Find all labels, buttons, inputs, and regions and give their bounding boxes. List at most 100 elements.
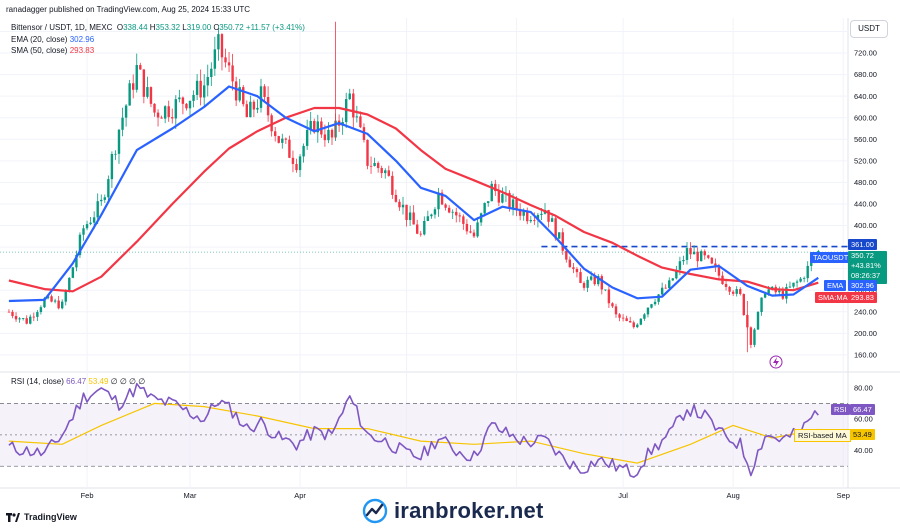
- candle-body: [724, 284, 728, 287]
- candle-body: [380, 168, 383, 174]
- candle-body: [579, 272, 582, 284]
- candle-body: [89, 222, 92, 225]
- price-tick-label: 480.00: [854, 178, 877, 187]
- open-label: O: [116, 23, 124, 32]
- candle-body: [756, 311, 760, 330]
- candle-body: [533, 219, 536, 221]
- candle-body: [376, 162, 380, 169]
- tradingview-logo[interactable]: TradingView: [6, 512, 77, 522]
- candle-body: [469, 231, 472, 233]
- candle-body: [249, 101, 252, 118]
- rsi-tick-label: 40.00: [854, 446, 873, 455]
- low-value: 319.00: [186, 23, 212, 32]
- close-value: 350.72: [219, 23, 244, 32]
- candle-body: [57, 300, 60, 309]
- candle-body: [703, 251, 706, 256]
- candle-body: [529, 219, 532, 222]
- candle-body: [472, 232, 476, 237]
- sma-50-line: [8, 106, 819, 293]
- candle-body: [710, 257, 714, 264]
- candle-body: [671, 278, 674, 281]
- candle-body: [295, 163, 298, 171]
- candle-body: [437, 192, 440, 210]
- candle-body: [305, 130, 309, 146]
- candle-body: [639, 318, 643, 325]
- time-tick-label: Aug: [726, 491, 739, 500]
- candle-body: [281, 138, 284, 143]
- candle-body: [795, 281, 799, 283]
- rsi-ma-tag-value: 53.49: [850, 429, 875, 440]
- candle-body: [398, 201, 401, 208]
- candle-body: [806, 265, 809, 279]
- candle-body: [810, 260, 813, 266]
- candle-body: [501, 194, 504, 203]
- price-tick-label: 560.00: [854, 135, 877, 144]
- candle-body: [359, 116, 362, 128]
- candle-body: [32, 316, 35, 318]
- price-tick-label: 440.00: [854, 200, 877, 209]
- ticker-tag: TAOUSDT: [810, 252, 852, 263]
- ema-tag-label: EMA: [824, 280, 847, 291]
- candle-body: [43, 298, 46, 308]
- price-tick-label: 400.00: [854, 221, 877, 230]
- candle-body: [309, 120, 312, 131]
- currency-selector[interactable]: USDT: [850, 20, 888, 38]
- candle-body: [110, 154, 114, 180]
- candle-body: [653, 301, 657, 305]
- candle-body: [384, 170, 387, 174]
- candle-body: [313, 120, 316, 133]
- candle-body: [444, 204, 447, 208]
- rsi-legend: RSI (14, close) 66.47 53.49 ∅ ∅ ∅ ∅: [11, 377, 145, 386]
- candle-body: [643, 314, 646, 319]
- candle-body: [21, 318, 25, 320]
- candle-body: [518, 209, 522, 216]
- candle-body: [220, 34, 224, 58]
- candle-body: [802, 278, 806, 279]
- sma-legend: SMA (50, close) 293.83: [11, 46, 94, 55]
- candle-body: [458, 215, 461, 217]
- price-tick-label: 600.00: [854, 113, 877, 122]
- time-tick-label: Mar: [184, 491, 197, 500]
- candle-body: [763, 293, 767, 298]
- candle-body: [199, 80, 202, 98]
- event-icon-bolt: [773, 357, 779, 367]
- candle-body: [657, 294, 660, 302]
- price-tick-label: 200.00: [854, 329, 877, 338]
- candle-body: [550, 218, 554, 222]
- candle-body: [678, 261, 682, 270]
- candle-body: [394, 194, 398, 202]
- candle-body: [593, 276, 596, 285]
- candle-body: [618, 314, 621, 318]
- candle-body: [664, 287, 667, 289]
- candle-body: [490, 183, 493, 202]
- event-icon: [769, 355, 783, 369]
- candle-body: [327, 129, 330, 141]
- candle-body: [348, 93, 351, 100]
- time-tick-label: Jul: [618, 491, 628, 500]
- time-tick-label: Sep: [837, 491, 850, 500]
- candle-body: [227, 62, 231, 66]
- candle-body: [497, 191, 501, 203]
- rsi-ma-tag-label: RSI-based MA: [794, 429, 851, 442]
- high-label: H: [149, 23, 156, 32]
- candle-body: [238, 87, 241, 101]
- candle-body: [316, 121, 319, 133]
- candle-body: [217, 34, 220, 50]
- candle-body: [600, 276, 603, 290]
- rsi-tag-label: RSI: [831, 404, 850, 415]
- candle-body: [767, 289, 770, 294]
- candle-body: [749, 327, 753, 345]
- candle-body: [629, 321, 632, 323]
- sma-legend-label: SMA (50, close): [11, 46, 68, 55]
- candle-body: [515, 199, 518, 210]
- candle-body: [714, 263, 717, 268]
- candle-body: [39, 307, 43, 313]
- candle-body: [408, 212, 412, 221]
- candle-body: [742, 294, 745, 316]
- brand-label: iranbroker.net: [394, 498, 544, 523]
- candle-body: [412, 212, 415, 225]
- candle-body: [455, 211, 458, 216]
- candle-body: [685, 248, 689, 260]
- candle-body: [330, 129, 334, 138]
